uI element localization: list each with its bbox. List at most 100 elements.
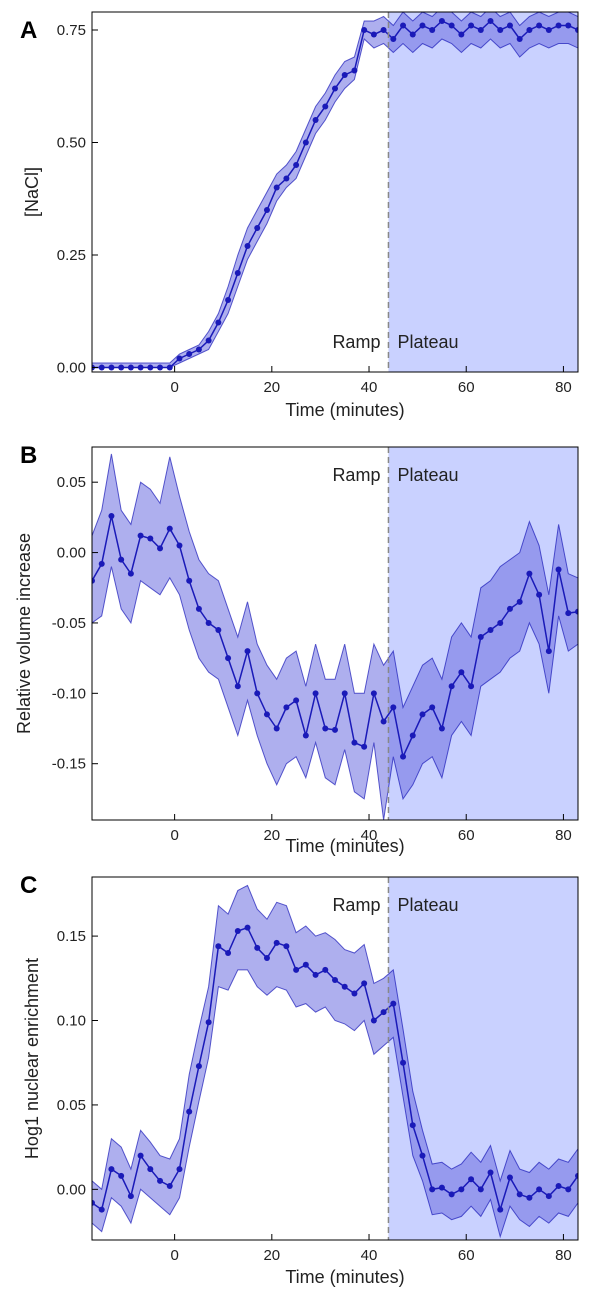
data-point <box>137 1152 144 1159</box>
plot-area <box>92 453 578 820</box>
data-point <box>497 1206 504 1213</box>
data-point <box>147 364 154 371</box>
data-point <box>283 175 290 182</box>
data-point <box>351 739 358 746</box>
data-point <box>205 1019 212 1026</box>
data-point <box>302 139 309 146</box>
data-point <box>458 1186 465 1193</box>
error-band <box>92 12 578 368</box>
y-tick-label: 0.05 <box>57 1097 86 1114</box>
data-point <box>448 1191 455 1198</box>
data-point <box>273 184 280 191</box>
data-point <box>312 971 319 978</box>
data-point <box>108 364 115 371</box>
data-point <box>468 683 475 690</box>
data-point <box>477 27 484 33</box>
y-tick-label: 0.00 <box>57 545 86 562</box>
data-point <box>322 966 329 973</box>
x-tick-label: 20 <box>263 827 280 844</box>
x-tick-label: 60 <box>458 827 475 844</box>
x-tick-label: 60 <box>458 1247 475 1264</box>
data-point <box>263 207 270 213</box>
data-point <box>380 1009 387 1016</box>
data-point <box>283 943 290 950</box>
y-tick-label: 0.00 <box>57 360 86 377</box>
data-point <box>536 22 543 29</box>
data-point <box>565 610 572 617</box>
plot-frame <box>91 876 579 1241</box>
x-tick-label: 40 <box>361 1247 378 1264</box>
data-point <box>361 27 368 33</box>
panel-c: 0 20 40 60 80 0.15 0.10 0.05 0.00 Time (minutes) H… <box>20 872 579 1287</box>
data-point <box>186 1108 193 1115</box>
data-point <box>565 1186 572 1193</box>
data-point <box>157 364 164 371</box>
data-point <box>166 1182 173 1189</box>
y-tick-label: 0.15 <box>57 928 86 945</box>
data-point <box>506 22 513 29</box>
data-point <box>545 1193 552 1200</box>
data-point <box>322 103 329 110</box>
data-point <box>225 949 232 956</box>
error-band <box>92 453 578 820</box>
y-tick-label: 0.50 <box>57 135 86 152</box>
data-point <box>429 1186 436 1193</box>
data-point <box>127 1193 134 1200</box>
data-point <box>118 364 125 371</box>
data-point <box>341 72 348 78</box>
data-point <box>341 690 348 697</box>
x-tick-label: 40 <box>361 827 378 844</box>
data-point <box>477 1186 484 1193</box>
data-point <box>555 22 562 29</box>
data-point <box>332 726 338 733</box>
data-point <box>526 1194 533 1201</box>
data-point <box>361 743 368 750</box>
data-point <box>458 31 465 38</box>
plot-frame <box>91 446 579 821</box>
data-point <box>390 704 397 711</box>
data-point <box>409 1122 416 1129</box>
data-point <box>516 36 523 42</box>
data-point <box>429 27 436 33</box>
data-point <box>225 655 232 662</box>
data-point <box>419 711 426 718</box>
data-point <box>302 961 309 968</box>
data-point <box>263 711 270 718</box>
data-point <box>516 1191 523 1198</box>
data-point <box>98 364 105 371</box>
data-point <box>380 718 387 725</box>
data-point <box>98 1206 105 1213</box>
data-point <box>293 162 300 168</box>
data-point <box>370 690 377 697</box>
data-point <box>205 619 212 626</box>
data-point <box>506 605 513 612</box>
y-tick-label: 0.75 <box>57 22 86 39</box>
data-point <box>448 683 455 690</box>
data-point <box>254 944 261 951</box>
y-tick-label: -0.15 <box>52 756 86 773</box>
data-point <box>545 27 552 33</box>
plateau-region <box>388 12 578 372</box>
data-point <box>322 725 329 732</box>
region-label-plateau: Plateau <box>397 895 458 915</box>
data-point <box>215 319 222 326</box>
region-label-ramp: Ramp <box>332 895 380 915</box>
data-point <box>98 560 105 567</box>
data-point <box>137 364 144 371</box>
data-point <box>254 690 261 697</box>
data-point <box>118 1172 125 1179</box>
x-tick-label: 0 <box>170 379 178 396</box>
data-point <box>234 928 241 935</box>
data-point <box>419 22 426 29</box>
error-band <box>92 884 578 1239</box>
data-point <box>176 1166 183 1173</box>
data-point <box>186 351 193 357</box>
data-point <box>477 634 484 641</box>
x-tick-label: 40 <box>361 379 378 396</box>
data-point <box>448 22 455 29</box>
data-point <box>215 626 222 633</box>
x-tick-label: 80 <box>555 1247 572 1264</box>
y-tick-label: 0.05 <box>57 474 86 491</box>
data-point <box>157 1177 164 1184</box>
